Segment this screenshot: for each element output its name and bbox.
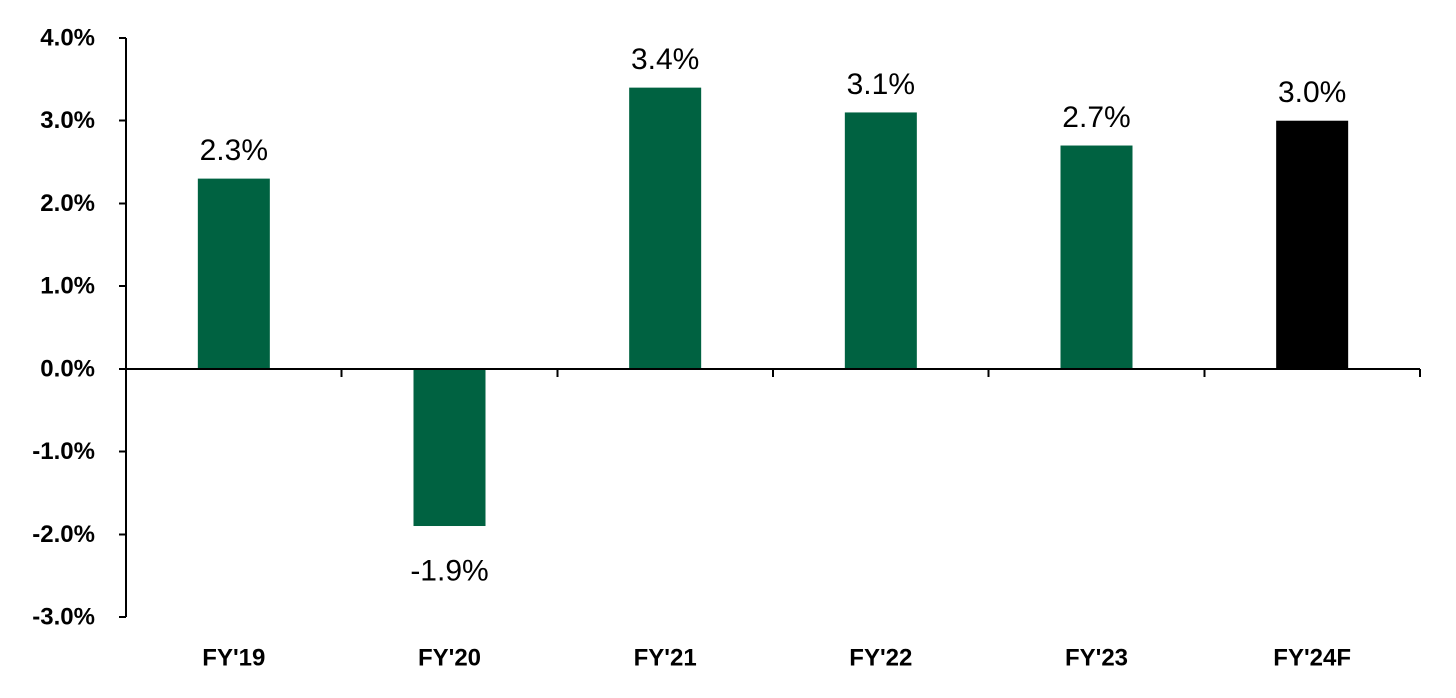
y-tick-label: 2.0%	[40, 190, 95, 217]
bar-fy22	[844, 112, 917, 369]
y-tick-label: -3.0%	[32, 604, 95, 631]
x-axis-category-labels: FY'19 FY'20 FY'21 FY'22 FY'23 FY'24F	[202, 645, 1351, 672]
y-tick-label: -1.0%	[32, 438, 95, 465]
y-tick-label: 3.0%	[40, 107, 95, 134]
bar-fy19	[197, 178, 270, 369]
x-category-label: FY'23	[1065, 645, 1128, 672]
data-label: 3.0%	[1278, 76, 1346, 109]
bars	[197, 87, 1349, 527]
x-category-label: FY'19	[202, 645, 265, 672]
x-category-label: FY'21	[634, 645, 697, 672]
bar-fy24f	[1276, 120, 1349, 369]
y-axis-tick-labels: 4.0% 3.0% 2.0% 1.0% 0.0% -1.0% -2.0% -3.0%	[32, 25, 95, 631]
data-label: 3.1%	[847, 68, 915, 101]
y-tick-label: -2.0%	[32, 521, 95, 548]
y-tick-label: 1.0%	[40, 273, 95, 300]
data-label: 3.4%	[631, 43, 699, 76]
axes	[125, 38, 1420, 617]
data-label: -1.9%	[410, 555, 488, 588]
y-tick-label: 0.0%	[40, 355, 95, 382]
axis-ticks	[119, 37, 1421, 618]
x-category-label: FY'24F	[1273, 645, 1351, 672]
data-labels: 2.3% -1.9% 3.4% 3.1% 2.7% 3.0%	[200, 43, 1347, 587]
y-tick-label: 4.0%	[40, 25, 95, 52]
bar-fy23	[1060, 145, 1133, 369]
x-category-label: FY'20	[418, 645, 481, 672]
bar-fy20	[413, 368, 486, 527]
x-category-label: FY'22	[849, 645, 912, 672]
data-label: 2.7%	[1062, 101, 1130, 134]
bar-fy21	[629, 87, 702, 369]
data-label: 2.3%	[200, 134, 268, 167]
